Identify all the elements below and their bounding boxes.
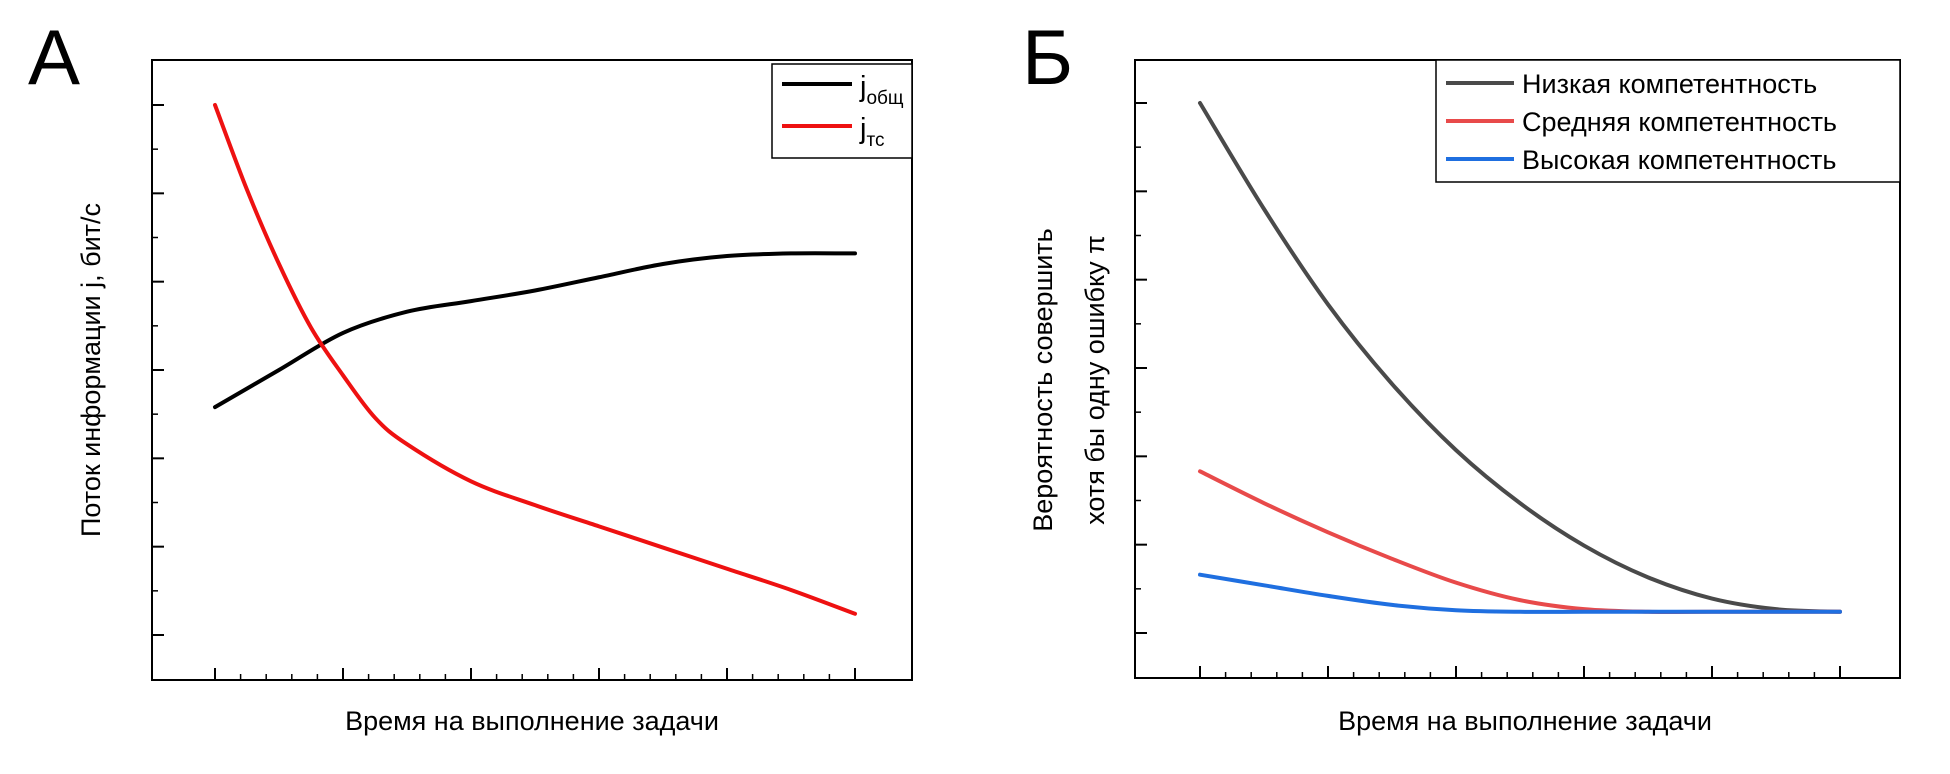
panel-b-series <box>1198 101 1842 614</box>
panel-a: А Время на выполнение задачи Поток инфор… <box>28 13 913 736</box>
panel-a-ticks <box>152 104 856 680</box>
legend-b-entry-2: Высокая компетентность <box>1522 145 1836 175</box>
legend-a-entry-1-base: j <box>859 113 866 145</box>
panel-b-legend: Низкая компетентность Средняя компетентн… <box>1435 59 1901 183</box>
panel-a-letter: А <box>28 13 80 101</box>
panel-b-ylabel-line-2: хотя бы одну ошибку π <box>1080 235 1110 525</box>
panel-a-legend-box <box>771 63 913 159</box>
legend-a-entry-0-base: j <box>859 71 866 103</box>
panel-b-ylabel-line-1: Вероятность совершить <box>1028 228 1058 531</box>
panel-a-ylabel: Поток информации j, бит/с <box>76 203 106 537</box>
panel-b: Б Время на выполнение задачи Вероятность… <box>1022 13 1901 736</box>
legend-b-entry-1: Средняя компетентность <box>1522 107 1837 137</box>
panel-b-xlabel: Время на выполнение задачи <box>1338 706 1712 736</box>
panel-b-series-line-0 <box>1198 101 1842 614</box>
legend-a-entry-0-sub: общ <box>866 88 903 109</box>
panel-a-series <box>213 103 857 616</box>
legend-b-entry-0: Низкая компетентность <box>1522 69 1817 99</box>
panel-b-ticks <box>1135 102 1841 678</box>
panel-a-series-line-1 <box>213 103 857 616</box>
panel-a-legend: jобщ jтс <box>771 63 913 159</box>
panel-b-series-line-2 <box>1198 572 1842 614</box>
legend-a-entry-1-sub: тс <box>866 130 884 151</box>
panel-a-xlabel: Время на выполнение задачи <box>345 706 719 736</box>
panel-a-series-line-0 <box>213 251 857 410</box>
panel-b-letter: Б <box>1022 13 1073 101</box>
legend-a-entry-1: jтс <box>859 113 884 151</box>
legend-a-entry-0: jобщ <box>859 71 904 109</box>
